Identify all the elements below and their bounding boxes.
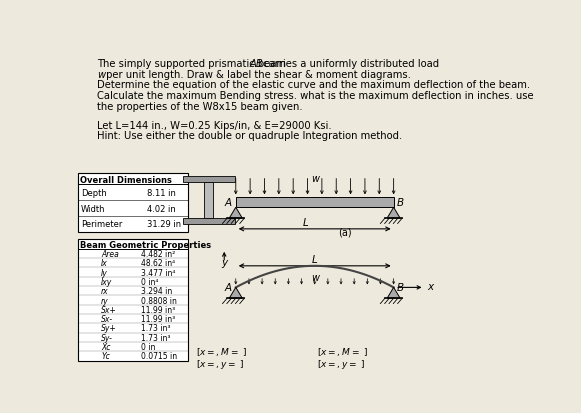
Text: y: y	[221, 257, 227, 267]
Text: AB: AB	[250, 59, 263, 69]
Text: 0.0715 in: 0.0715 in	[141, 351, 177, 361]
Bar	[182, 176, 235, 183]
Text: Sy+: Sy+	[101, 324, 117, 332]
Text: $[x = , M = \ ]$: $[x = , M = \ ]$	[317, 345, 368, 357]
Polygon shape	[387, 208, 400, 218]
Text: A: A	[225, 282, 232, 293]
Text: Ixy: Ixy	[101, 277, 112, 286]
Text: A: A	[225, 198, 232, 208]
Text: Sx-: Sx-	[101, 314, 113, 323]
Text: x: x	[428, 281, 433, 291]
Text: B: B	[397, 198, 404, 208]
Text: Perimeter: Perimeter	[81, 220, 123, 229]
Text: per unit length. Draw & label the shear & moment diagrams.: per unit length. Draw & label the shear …	[103, 69, 411, 80]
Text: Yc: Yc	[101, 351, 110, 361]
Text: w: w	[97, 69, 105, 80]
Text: 1.73 in³: 1.73 in³	[141, 324, 171, 332]
Text: Calculate the maximum Bending stress. what is the maximum deflection in inches. : Calculate the maximum Bending stress. wh…	[97, 91, 534, 101]
Text: 1.73 in³: 1.73 in³	[141, 333, 171, 342]
Text: Iy: Iy	[101, 268, 108, 277]
Text: 11.99 in³: 11.99 in³	[141, 314, 175, 323]
Text: $[x = , y = \ ]$: $[x = , y = \ ]$	[317, 357, 365, 370]
Text: B: B	[397, 282, 404, 293]
Text: 0 in⁴: 0 in⁴	[141, 277, 159, 286]
Text: (a): (a)	[338, 228, 352, 237]
Text: The simply supported prismatic beam: The simply supported prismatic beam	[97, 59, 289, 69]
Polygon shape	[387, 288, 400, 299]
Text: 11.99 in³: 11.99 in³	[141, 305, 175, 314]
Text: Determine the equation of the elastic curve and the maximum deflection of the be: Determine the equation of the elastic cu…	[97, 80, 530, 90]
Text: 3.294 in: 3.294 in	[141, 287, 173, 296]
Text: Hint: Use either the double or quadruple Integration method.: Hint: Use either the double or quadruple…	[97, 131, 403, 141]
Text: Overall Dimensions: Overall Dimensions	[80, 176, 172, 185]
Text: $[x = , y = \ ]$: $[x = , y = \ ]$	[196, 357, 244, 370]
Text: Sy-: Sy-	[101, 333, 113, 342]
Text: Sx+: Sx+	[101, 305, 117, 314]
Polygon shape	[229, 288, 242, 299]
Text: 0 in: 0 in	[141, 342, 156, 351]
Text: $[x = , M = \ ]$: $[x = , M = \ ]$	[196, 345, 247, 357]
Text: Depth: Depth	[81, 188, 107, 197]
Text: Xc: Xc	[101, 342, 110, 351]
Bar	[182, 218, 235, 225]
Text: 3.477 in⁴: 3.477 in⁴	[141, 268, 175, 277]
Text: carries a uniformly distributed load: carries a uniformly distributed load	[260, 59, 440, 69]
Text: 31.29 in: 31.29 in	[147, 220, 181, 229]
Text: the properties of the W8x15 beam given.: the properties of the W8x15 beam given.	[97, 102, 303, 112]
Text: 48.62 in⁴: 48.62 in⁴	[141, 259, 175, 268]
Text: Ix: Ix	[101, 259, 108, 268]
Bar	[78, 239, 188, 361]
Text: Area: Area	[101, 249, 119, 259]
Bar	[204, 183, 213, 218]
Bar	[78, 174, 188, 233]
Text: 0.8808 in: 0.8808 in	[141, 296, 177, 305]
Text: 4.02 in: 4.02 in	[147, 204, 176, 213]
Text: 4.482 in²: 4.482 in²	[141, 249, 175, 259]
Text: w: w	[311, 174, 319, 184]
Text: L: L	[312, 255, 318, 265]
Text: L: L	[303, 218, 309, 228]
Bar	[236, 198, 394, 208]
Text: w: w	[311, 272, 319, 282]
Polygon shape	[229, 208, 242, 218]
Text: 8.11 in: 8.11 in	[147, 188, 176, 197]
Text: Beam Geometric Properties: Beam Geometric Properties	[80, 241, 211, 250]
Text: Let L=144 in., W=0.25 Kips/in, & E=29000 Ksi.: Let L=144 in., W=0.25 Kips/in, & E=29000…	[97, 120, 332, 130]
Text: ry: ry	[101, 296, 109, 305]
Text: Width: Width	[81, 204, 106, 213]
Text: rx: rx	[101, 287, 109, 296]
